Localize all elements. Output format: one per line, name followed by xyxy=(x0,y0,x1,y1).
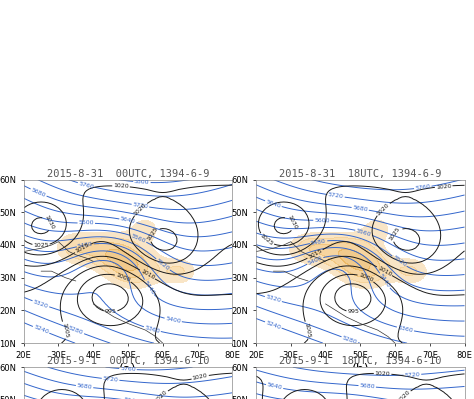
Text: 1020: 1020 xyxy=(376,202,391,216)
Text: 5520: 5520 xyxy=(155,258,171,271)
Text: 5400: 5400 xyxy=(165,316,182,324)
Text: 5280: 5280 xyxy=(342,335,358,345)
Text: 5640: 5640 xyxy=(120,217,136,225)
Text: 5560: 5560 xyxy=(130,233,146,244)
Text: 5680: 5680 xyxy=(352,205,368,213)
Text: 5720: 5720 xyxy=(328,192,344,200)
Text: 1020: 1020 xyxy=(113,183,129,189)
Title: 2015-8-31  00UTC, 1394-6-9: 2015-8-31 00UTC, 1394-6-9 xyxy=(47,169,209,179)
Text: 5760: 5760 xyxy=(78,181,94,190)
Title: 2015-9-1  00UTC, 1394-6-10: 2015-9-1 00UTC, 1394-6-10 xyxy=(47,356,209,366)
Title: 2015-8-31  18UTC, 1394-6-9: 2015-8-31 18UTC, 1394-6-9 xyxy=(279,169,441,179)
Text: 5320: 5320 xyxy=(265,294,282,304)
Text: 5640: 5640 xyxy=(265,199,282,209)
Text: 1025: 1025 xyxy=(33,243,49,248)
Text: 5240: 5240 xyxy=(33,324,49,335)
Text: 5680: 5680 xyxy=(77,383,92,390)
Text: 5720: 5720 xyxy=(102,376,118,383)
Text: 1020: 1020 xyxy=(133,202,148,216)
Text: 5760: 5760 xyxy=(415,184,431,191)
Text: 1025: 1025 xyxy=(146,225,159,241)
Text: 5520: 5520 xyxy=(392,255,407,268)
Text: 1020: 1020 xyxy=(154,389,169,399)
Text: 1005: 1005 xyxy=(304,322,311,338)
Text: 5400: 5400 xyxy=(307,255,323,266)
Text: 1020: 1020 xyxy=(397,389,411,399)
Text: 5480: 5480 xyxy=(310,238,327,245)
Text: 1010: 1010 xyxy=(139,269,155,280)
Text: 5280: 5280 xyxy=(68,326,84,336)
Text: 1020: 1020 xyxy=(192,373,208,381)
Text: 5440: 5440 xyxy=(378,273,391,288)
Text: 5320: 5320 xyxy=(33,299,49,309)
Text: 5240: 5240 xyxy=(265,320,282,330)
Text: 5720: 5720 xyxy=(404,372,420,378)
Text: 5440: 5440 xyxy=(142,280,155,296)
Text: 1015: 1015 xyxy=(74,242,91,254)
Text: 5360: 5360 xyxy=(144,325,161,334)
Text: 1005: 1005 xyxy=(61,322,69,338)
Text: 5680: 5680 xyxy=(359,383,375,389)
Text: 1025: 1025 xyxy=(259,233,274,247)
Text: (a): (a) xyxy=(119,363,137,376)
Text: 5720: 5720 xyxy=(132,202,148,209)
Text: 1020: 1020 xyxy=(374,371,391,377)
Text: 1030: 1030 xyxy=(44,214,55,230)
Text: 1030: 1030 xyxy=(286,214,298,230)
Text: 995: 995 xyxy=(347,309,359,314)
Text: 1000: 1000 xyxy=(358,273,374,283)
Text: (b): (b) xyxy=(351,363,369,376)
Text: 1000: 1000 xyxy=(115,273,131,283)
Text: 1020: 1020 xyxy=(436,183,452,190)
Text: 5560: 5560 xyxy=(356,228,372,237)
Text: 995: 995 xyxy=(105,309,117,314)
Text: 5360: 5360 xyxy=(397,325,414,333)
Text: 1015: 1015 xyxy=(307,248,323,260)
Text: 5640: 5640 xyxy=(123,397,139,399)
Text: 5800: 5800 xyxy=(134,179,150,185)
Text: 1010: 1010 xyxy=(376,265,392,277)
Text: 5680: 5680 xyxy=(30,187,46,198)
Text: 5600: 5600 xyxy=(314,218,330,223)
Text: 5600: 5600 xyxy=(79,220,94,226)
Text: 5480: 5480 xyxy=(77,241,93,249)
Text: 5640: 5640 xyxy=(266,383,283,391)
Text: 1025: 1025 xyxy=(389,225,401,241)
Text: 5760: 5760 xyxy=(120,366,136,372)
Title: 2015-9-1  18UTC, 1394-6-10: 2015-9-1 18UTC, 1394-6-10 xyxy=(279,356,441,366)
